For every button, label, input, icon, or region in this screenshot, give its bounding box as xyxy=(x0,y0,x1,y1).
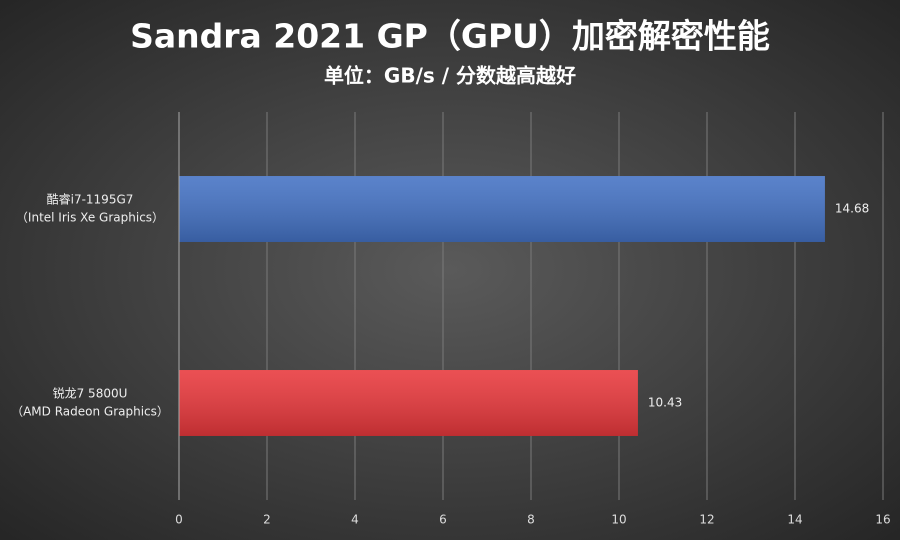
x-tick-label: 6 xyxy=(439,513,447,527)
value-label: 10.43 xyxy=(648,396,682,410)
x-tick-label: 16 xyxy=(875,513,890,527)
x-tick-label: 12 xyxy=(699,513,714,527)
value-label: 14.68 xyxy=(835,202,869,216)
x-tick-label: 4 xyxy=(351,513,359,527)
x-tick-label: 14 xyxy=(787,513,802,527)
y-tick-label: 酷睿i7-1195G7 xyxy=(47,192,134,207)
y-tick-label: 锐龙7 5800U xyxy=(53,387,128,401)
bar-shade xyxy=(179,370,638,436)
y-tick-label: （AMD Radeon Graphics） xyxy=(11,405,169,419)
plot-area: 0 2 4 6 8 10 12 14 16 酷睿i7-1195G7 （Intel Iris Xe G… xyxy=(11,112,891,527)
x-tick-label: 0 xyxy=(175,513,183,527)
chart-subtitle: 单位：GB/s / 分数越高越好 xyxy=(324,64,576,88)
x-tick-label: 8 xyxy=(527,513,535,527)
x-tick-label: 2 xyxy=(263,513,271,527)
x-tick-label: 10 xyxy=(611,513,626,527)
y-tick-label: （Intel Iris Xe Graphics） xyxy=(16,211,164,225)
chart-title: Sandra 2021 GP（GPU）加密解密性能 xyxy=(130,17,770,56)
bar-shade xyxy=(179,176,825,242)
